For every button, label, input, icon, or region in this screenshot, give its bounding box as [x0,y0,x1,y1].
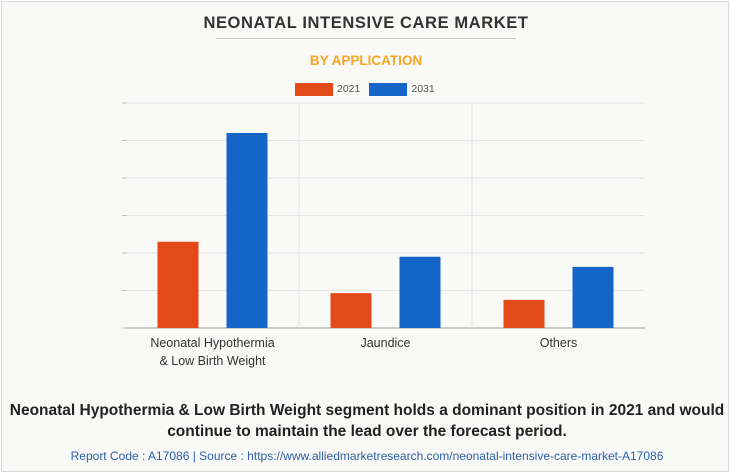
bar-2031-0 [226,133,268,328]
x-tick-label: Others [540,336,578,350]
x-tick-label: & Low Birth Weight [159,354,266,368]
chart-title: NEONATAL INTENSIVE CARE MARKET [203,14,529,32]
bar-2021-1 [330,293,372,328]
legend-item-2031: 2031 [369,82,435,96]
chart-subtitle: BY APPLICATION [309,53,423,68]
legend-label-2021: 2021 [337,83,361,95]
bar-2031-1 [399,256,441,328]
legend-item-2021: 2021 [295,82,361,96]
title-divider [216,38,516,39]
legend-label-2031: 2031 [411,83,435,95]
chart-caption: Neonatal Hypothermia & Low Birth Weight … [9,402,725,440]
bar-2031-2 [572,266,614,328]
chart-legend: 2021 2031 [295,82,444,96]
x-tick-label: Jaundice [360,336,410,350]
bar-2021-0 [157,241,199,328]
bar-chart: Neonatal Hypothermia & Low Birth Weight Ja… [122,102,645,368]
legend-swatch-2031 [369,82,408,96]
legend-swatch-2021 [295,82,333,96]
source-footer: Report Code : A17086 | Source : https://… [70,449,664,463]
x-tick-label: Neonatal Hypothermia [150,336,274,350]
bar-2021-2 [503,299,545,328]
